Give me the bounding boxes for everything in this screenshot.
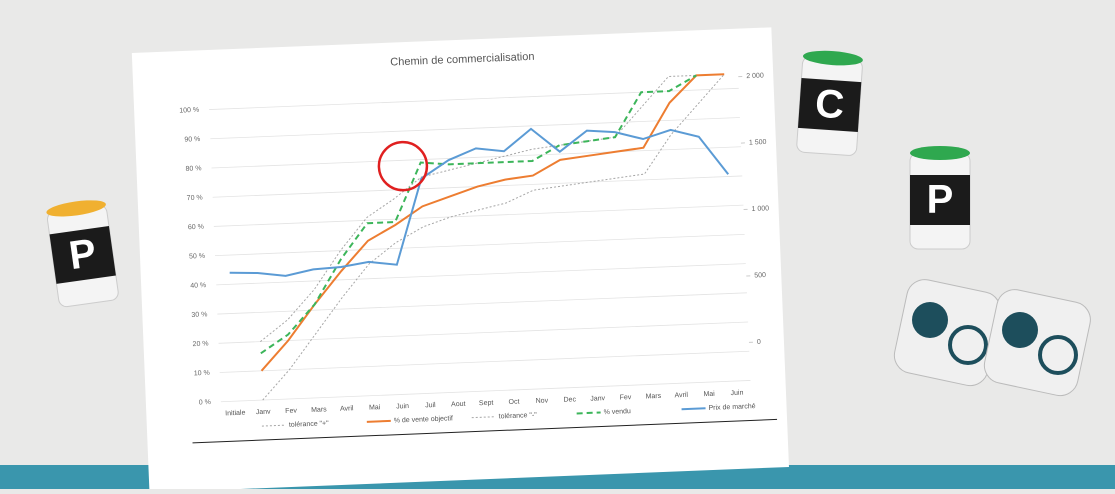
x-tick-label: Juin [396, 403, 409, 411]
y-tick-label: 10 % [194, 370, 210, 378]
x-tick-label: Avril [340, 405, 354, 413]
scene: Chemin de commercialisation 0 %10 %20 %3… [0, 0, 1115, 489]
y-tick-label: 0 % [199, 399, 211, 406]
y-tick-label: 80 % [185, 165, 201, 173]
legend-swatch [367, 421, 391, 422]
x-tick-label: Avril [674, 392, 688, 400]
x-tick-label: Mai [369, 404, 381, 411]
x-tick-label: Mai [703, 391, 715, 398]
game-piece: C [796, 49, 863, 156]
x-tick-label: Mars [645, 393, 661, 401]
game-piece: P [45, 197, 119, 307]
x-tick-label: Oct [508, 399, 519, 406]
y-tick-label: 50 % [189, 253, 205, 261]
legend-label: % vendu [604, 408, 632, 416]
y-tick-label: 70 % [187, 194, 203, 202]
x-tick-label: Mars [311, 406, 327, 414]
y-tick-label: 100 % [179, 107, 199, 115]
die [981, 286, 1094, 399]
x-tick-label: Aout [451, 401, 466, 409]
x-tick-label: Nov [536, 397, 549, 405]
y-tick-label: 30 % [191, 311, 207, 319]
sheet [132, 27, 789, 489]
piece-top [910, 146, 970, 160]
piece-letter: C [814, 82, 846, 128]
y2-tick-label: 2 000 [746, 72, 764, 80]
x-tick-label: Initiale [225, 410, 246, 418]
y2-tick-label: 1 500 [749, 139, 767, 147]
die-symbol [1002, 312, 1038, 348]
y-tick-label: 40 % [190, 282, 206, 290]
legend-swatch [577, 412, 601, 413]
x-tick-label: Janv [256, 409, 272, 417]
x-tick-label: Janv [590, 395, 606, 403]
die-symbol [912, 302, 948, 338]
y2-tick-label: 1 000 [751, 205, 769, 213]
y2-tick-label: 0 [757, 339, 761, 346]
x-tick-label: Sept [479, 400, 494, 408]
x-tick-label: Fev [620, 394, 632, 401]
game-piece: P [910, 146, 970, 249]
x-tick-label: Juin [730, 390, 743, 398]
y2-tick-label: 500 [754, 272, 766, 279]
y-tick-label: 90 % [184, 136, 200, 144]
x-tick-label: Juil [425, 402, 436, 409]
x-tick-label: Dec [563, 396, 576, 404]
piece-letter: P [927, 178, 954, 222]
x-tick-label: Fev [285, 408, 297, 415]
paper: Chemin de commercialisation 0 %10 %20 %3… [132, 27, 789, 489]
y-tick-label: 60 % [188, 224, 204, 232]
y-tick-label: 20 % [192, 341, 208, 349]
legend-swatch [682, 408, 706, 409]
